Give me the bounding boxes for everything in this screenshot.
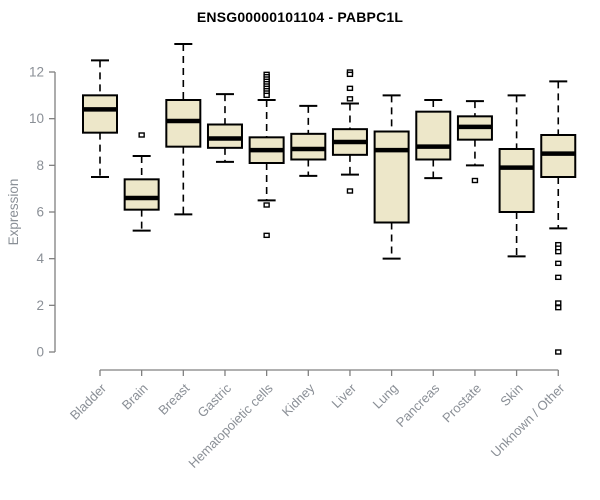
outlier-point bbox=[555, 274, 562, 281]
x-tick-label: Liver bbox=[329, 380, 360, 411]
chart-title: ENSG00000101104 - PABPC1L bbox=[196, 9, 404, 25]
outlier-point bbox=[555, 248, 562, 255]
outlier-point bbox=[263, 92, 270, 99]
box-Skin bbox=[498, 148, 535, 213]
y-tick-label: 0 bbox=[36, 345, 44, 360]
outlier-point bbox=[555, 349, 562, 355]
outlier-point bbox=[138, 132, 145, 138]
y-tick-label: 6 bbox=[36, 205, 44, 220]
x-tick-label: Prostate bbox=[439, 381, 484, 426]
y-tick-label: 8 bbox=[36, 158, 44, 173]
x-tick-label: Pancreas bbox=[393, 380, 443, 430]
outlier-point bbox=[555, 300, 562, 306]
outlier-point bbox=[346, 96, 354, 102]
y-tick-label: 12 bbox=[29, 65, 44, 80]
y-tick-label: 10 bbox=[29, 111, 44, 126]
x-tick-label: Skin bbox=[497, 381, 525, 409]
outlier-point bbox=[346, 71, 354, 78]
x-tick-label: Breast bbox=[155, 380, 192, 417]
x-tick-label: Kidney bbox=[279, 380, 318, 419]
outlier-point bbox=[263, 202, 270, 208]
x-tick-label: Brain bbox=[119, 381, 151, 413]
y-tick-label: 4 bbox=[36, 251, 44, 266]
outlier-point bbox=[555, 304, 562, 311]
outlier-point bbox=[346, 188, 354, 194]
box-Gastric bbox=[206, 123, 243, 149]
x-tick-label: Lung bbox=[370, 381, 401, 412]
box-Brain bbox=[123, 178, 160, 211]
box-Kidney bbox=[290, 132, 327, 161]
box-Unknown / Other bbox=[540, 134, 577, 178]
x-tick-label: Bladder bbox=[67, 380, 110, 423]
x-tick-label: Gastric bbox=[194, 380, 234, 420]
outlier-point bbox=[555, 260, 562, 267]
box-Pancreas bbox=[415, 110, 452, 161]
box-Lung bbox=[373, 130, 410, 224]
outlier-point bbox=[263, 232, 270, 239]
box-Bladder bbox=[82, 94, 118, 134]
x-tick-label: Unknown / Other bbox=[488, 380, 568, 460]
y-tick-label: 2 bbox=[36, 298, 44, 313]
outlier-point bbox=[346, 85, 354, 92]
y-axis-title: Expression bbox=[6, 179, 21, 246]
outlier-point bbox=[471, 177, 479, 184]
box-Breast bbox=[165, 99, 202, 148]
